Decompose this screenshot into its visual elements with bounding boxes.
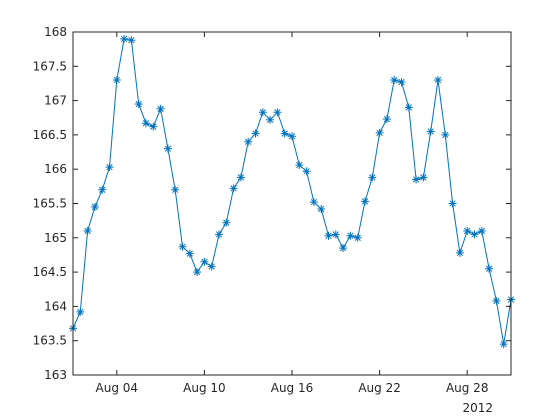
data-point-marker: [397, 78, 406, 87]
data-point-marker: [375, 128, 384, 137]
data-point-marker: [309, 198, 318, 207]
data-point-marker: [339, 244, 348, 253]
data-point-marker: [193, 268, 202, 277]
data-point-marker: [346, 231, 355, 240]
data-point-marker: [244, 137, 253, 146]
data-point-marker: [178, 242, 187, 251]
data-point-marker: [163, 144, 172, 153]
y-tick-label: 164.5: [33, 265, 67, 279]
data-point-marker: [455, 248, 464, 257]
data-point-marker: [105, 163, 114, 172]
y-tick-label: 166: [44, 162, 67, 176]
data-point-marker: [156, 104, 165, 113]
y-tick-label: 167.5: [33, 59, 67, 73]
data-series: [69, 34, 515, 349]
y-tick-label: 163: [44, 368, 67, 382]
data-point-marker: [463, 226, 472, 235]
y-tick-label: 168: [44, 25, 67, 39]
data-point-marker: [404, 103, 413, 112]
y-tick-label: 164: [44, 299, 67, 313]
y-tick-label: 167: [44, 94, 67, 108]
data-point-marker: [441, 130, 450, 139]
data-point-marker: [280, 129, 289, 138]
data-point-marker: [499, 340, 508, 349]
data-point-marker: [331, 230, 340, 239]
x-tick-label: Aug 04: [96, 381, 139, 395]
data-point-marker: [485, 264, 494, 273]
x-tick-label: Aug 22: [358, 381, 401, 395]
data-point-marker: [390, 76, 399, 85]
data-point-marker: [76, 307, 85, 316]
x-tick-label: Aug 28: [446, 381, 489, 395]
y-tick-label: 165: [44, 231, 67, 245]
data-point-marker: [412, 175, 421, 184]
data-point-marker: [185, 249, 194, 258]
data-point-marker: [317, 204, 326, 213]
data-point-marker: [434, 76, 442, 85]
data-point-marker: [324, 231, 333, 240]
x-tick-label: Aug 16: [271, 381, 314, 395]
data-point-marker: [90, 202, 99, 211]
data-point-marker: [426, 127, 435, 136]
data-point-marker: [251, 129, 260, 138]
data-point-marker: [470, 230, 479, 239]
x-axis-year-label: 2012: [462, 401, 493, 415]
y-tick-label: 166.5: [33, 128, 67, 142]
data-point-marker: [448, 199, 457, 208]
data-point-marker: [127, 36, 136, 45]
data-point-marker: [477, 226, 486, 235]
data-point-marker: [207, 262, 216, 271]
data-point-marker: [368, 173, 377, 182]
data-point-marker: [382, 115, 391, 124]
data-point-marker: [142, 119, 150, 128]
data-point-marker: [295, 161, 304, 170]
data-point-marker: [419, 173, 428, 182]
data-point-marker: [258, 108, 267, 117]
data-point-marker: [236, 173, 245, 182]
data-point-marker: [171, 185, 180, 194]
y-tick-label: 163.5: [33, 334, 67, 348]
data-point-marker: [492, 296, 501, 305]
data-point-marker: [149, 122, 158, 131]
data-point-marker: [134, 100, 143, 109]
data-point-marker: [222, 218, 231, 227]
x-tick-label: Aug 10: [183, 381, 226, 395]
data-point-marker: [98, 185, 107, 194]
data-point-marker: [200, 257, 209, 266]
data-point-marker: [302, 167, 311, 176]
y-tick-label: 165.5: [33, 197, 67, 211]
data-point-marker: [288, 132, 296, 141]
data-point-marker: [83, 226, 92, 235]
data-point-marker: [353, 233, 362, 242]
axes: 163 163.5 164 164.5 165 165.5 166 166.5 167 167.5…: [33, 25, 512, 395]
data-point-marker: [229, 184, 238, 193]
data-point-marker: [215, 230, 223, 239]
data-point-marker: [266, 115, 275, 124]
data-point-marker: [112, 76, 121, 85]
data-point-marker: [361, 197, 369, 206]
data-point-marker: [120, 34, 129, 43]
data-point-marker: [273, 108, 282, 117]
